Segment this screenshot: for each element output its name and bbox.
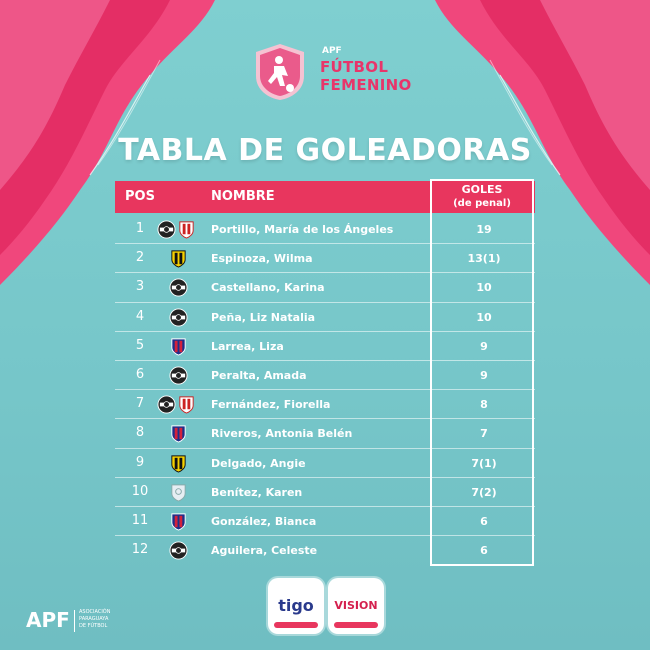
club-crest-icon — [155, 512, 209, 531]
header-nombre: NOMBRE — [211, 189, 275, 204]
row-goals: 10 — [476, 310, 492, 324]
club-crest-icon — [155, 220, 209, 239]
club-crest-icon — [155, 483, 209, 502]
row-goals: 6 — [480, 544, 488, 558]
row-goals: 10 — [476, 281, 492, 295]
row-player-name: Delgado, Angie — [211, 456, 306, 470]
assoc-line-2: PARAGUAYA — [79, 616, 109, 622]
row-position: 12 — [131, 542, 149, 558]
header-goles: GOLES — [461, 183, 503, 196]
row-position: 5 — [135, 337, 145, 353]
row-player-name: Peña, Liz Natalia — [211, 310, 316, 324]
row-player-name: Portillo, María de los Ángeles — [211, 223, 394, 236]
club-crest-icon — [155, 278, 209, 297]
row-position: 3 — [135, 279, 145, 295]
row-goals: 8 — [480, 398, 488, 412]
goles-column-frame — [430, 179, 534, 566]
club-crest-icon — [155, 249, 209, 268]
club-crest-icon — [155, 308, 209, 327]
header-pos: POS — [125, 189, 155, 204]
tigo-sponsor-stripe — [274, 622, 318, 628]
table-row: 11 González, Bianca 6 — [115, 507, 535, 537]
logo-femenino-text: FEMENINO — [320, 76, 412, 94]
row-position: 2 — [135, 250, 145, 266]
vision-sponsor-stripe — [334, 622, 378, 628]
row-position: 11 — [131, 512, 149, 528]
table-row: 2 Espinoza, Wilma 13(1) — [115, 244, 535, 274]
scorers-table: 1 Portillo, María de los Ángeles 19 2 Espino… — [115, 215, 535, 565]
row-position: 7 — [135, 396, 145, 412]
apf-association-text: ASOCIACIÓN PARAGUAYA DE FÚTBOL — [79, 609, 110, 630]
row-position: 1 — [135, 221, 145, 236]
row-goals: 7(2) — [471, 485, 497, 499]
row-player-name: Espinoza, Wilma — [211, 252, 313, 266]
page-title: TABLA DE GOLEADORAS — [118, 133, 532, 168]
row-goals: 19 — [476, 223, 492, 236]
table-row: 7 Fernández, Fiorella 8 — [115, 390, 535, 420]
row-goals: 13(1) — [467, 252, 501, 266]
club-crest-icon — [155, 454, 209, 473]
table-row: 8 Riveros, Antonia Belén 7 — [115, 419, 535, 449]
club-crest-icon — [155, 424, 209, 443]
tigo-sponsor-logo: tigo — [268, 578, 324, 634]
table-row: 5 Larrea, Liza 9 — [115, 332, 535, 361]
table-row: 6 Peralta, Amada 9 — [115, 361, 535, 391]
club-crest-icon — [155, 337, 209, 356]
assoc-line-3: DE FÚTBOL — [79, 623, 108, 629]
apf-futbol-femenino-logo: APF FÚTBOL FEMENINO — [252, 42, 412, 106]
table-row: 1 Portillo, María de los Ángeles 19 — [115, 215, 535, 245]
club-crest-icon — [155, 541, 209, 560]
row-player-name: Peralta, Amada — [211, 368, 307, 382]
logo-futbol-text: FÚTBOL — [320, 58, 389, 76]
table-row: 4 Peña, Liz Natalia 10 — [115, 303, 535, 332]
row-player-name: Aguilera, Celeste — [211, 544, 318, 558]
row-player-name: Castellano, Karina — [211, 281, 325, 295]
table-row: 10 Benítez, Karen 7(2) — [115, 478, 535, 507]
logo-apf-text: APF — [322, 46, 342, 56]
vision-sponsor-logo: VISION — [328, 578, 384, 634]
row-position: 6 — [135, 366, 145, 382]
tigo-sponsor-text: tigo — [278, 596, 314, 615]
row-position: 9 — [135, 454, 145, 470]
row-goals: 6 — [480, 514, 488, 528]
row-player-name: González, Bianca — [211, 514, 317, 528]
row-goals: 7 — [480, 427, 488, 441]
row-player-name: Larrea, Liza — [211, 339, 284, 353]
header-goles-sub: (de penal) — [453, 198, 511, 209]
table-row: 12 Aguilera, Celeste 6 — [115, 536, 535, 565]
row-player-name: Fernández, Fiorella — [211, 398, 331, 412]
row-goals: 9 — [480, 339, 488, 353]
club-crest-icon — [155, 366, 209, 385]
row-goals: 7(1) — [471, 456, 497, 470]
table-header-bar: POS NOMBRE — [115, 181, 535, 213]
row-position: 10 — [131, 483, 149, 499]
row-position: 8 — [135, 425, 145, 441]
apf-footer-text: APF — [26, 608, 70, 632]
vision-sponsor-text: VISION — [334, 599, 378, 612]
assoc-line-1: ASOCIACIÓN — [79, 609, 111, 615]
apf-footer-divider — [74, 610, 75, 632]
table-row: 3 Castellano, Karina 10 — [115, 273, 535, 303]
player-badge-icon — [256, 44, 304, 100]
row-position: 4 — [135, 308, 145, 324]
table-row: 9 Delgado, Angie 7(1) — [115, 449, 535, 478]
row-player-name: Riveros, Antonia Belén — [211, 427, 353, 441]
row-player-name: Benítez, Karen — [211, 485, 303, 499]
row-goals: 9 — [480, 368, 488, 382]
club-crest-icon — [155, 395, 209, 414]
